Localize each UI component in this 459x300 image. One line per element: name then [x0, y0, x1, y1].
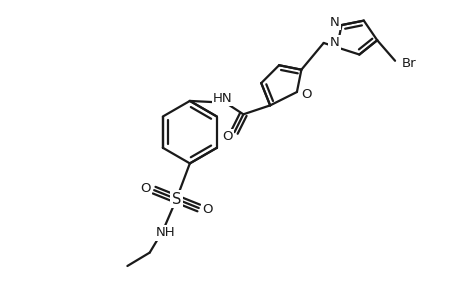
Text: O: O: [202, 203, 213, 216]
Text: N: N: [329, 16, 339, 29]
Text: S: S: [171, 192, 181, 207]
Text: HN: HN: [213, 92, 232, 105]
Text: O: O: [140, 182, 150, 195]
Text: N: N: [329, 36, 339, 50]
Text: O: O: [301, 88, 311, 101]
Text: Br: Br: [401, 57, 416, 70]
Text: O: O: [222, 130, 232, 143]
Text: NH: NH: [156, 226, 175, 239]
